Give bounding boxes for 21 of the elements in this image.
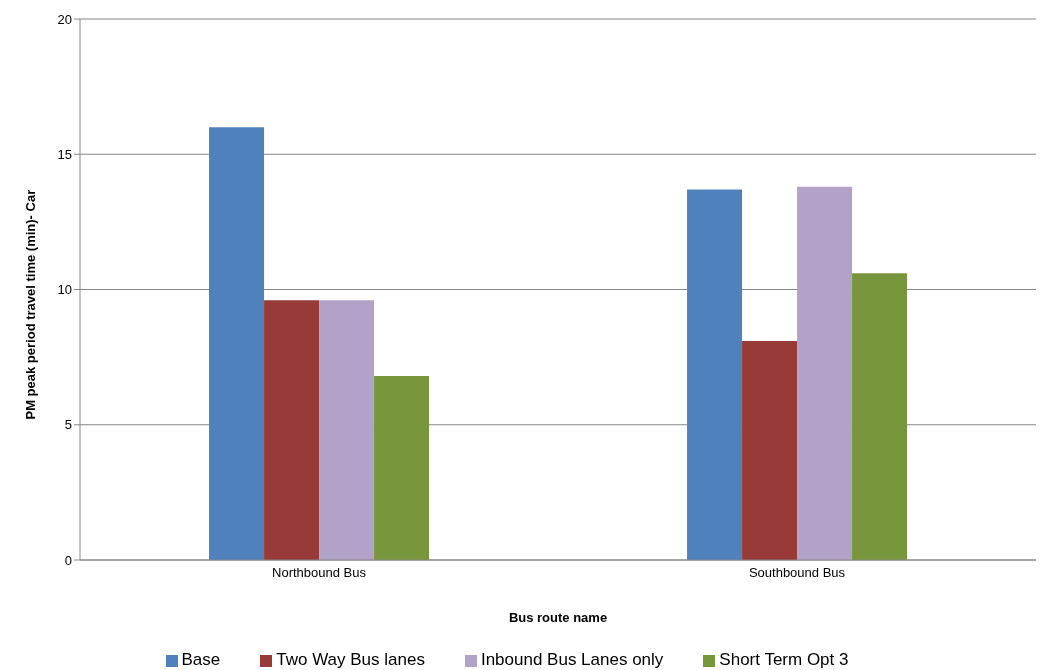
x-tick-label: Northbound Bus xyxy=(272,565,367,581)
bar xyxy=(797,186,853,560)
y-tick-label: 10 xyxy=(57,282,72,298)
bar xyxy=(209,127,265,560)
bar xyxy=(374,376,430,560)
y-tick-label: 0 xyxy=(64,552,72,568)
bar xyxy=(319,300,375,560)
bar xyxy=(264,300,320,560)
x-tick-label: Southbound Bus xyxy=(748,565,846,581)
y-tick-label: 15 xyxy=(57,146,72,162)
y-axis-title: PM peak period travel time (min)- Car xyxy=(22,189,38,420)
y-tick-label: 5 xyxy=(64,417,72,433)
bar xyxy=(742,340,798,560)
x-axis-title: Bus route name xyxy=(508,610,608,625)
legend-label: Short Term Opt 3 xyxy=(719,650,849,669)
bar xyxy=(687,189,743,560)
y-tick-label: 20 xyxy=(57,11,72,27)
legend-label: Inbound Bus Lanes only xyxy=(480,650,664,669)
legend-label: Two Way Bus lanes xyxy=(276,650,425,669)
bar xyxy=(852,273,908,560)
legend-label: Base xyxy=(181,650,221,669)
